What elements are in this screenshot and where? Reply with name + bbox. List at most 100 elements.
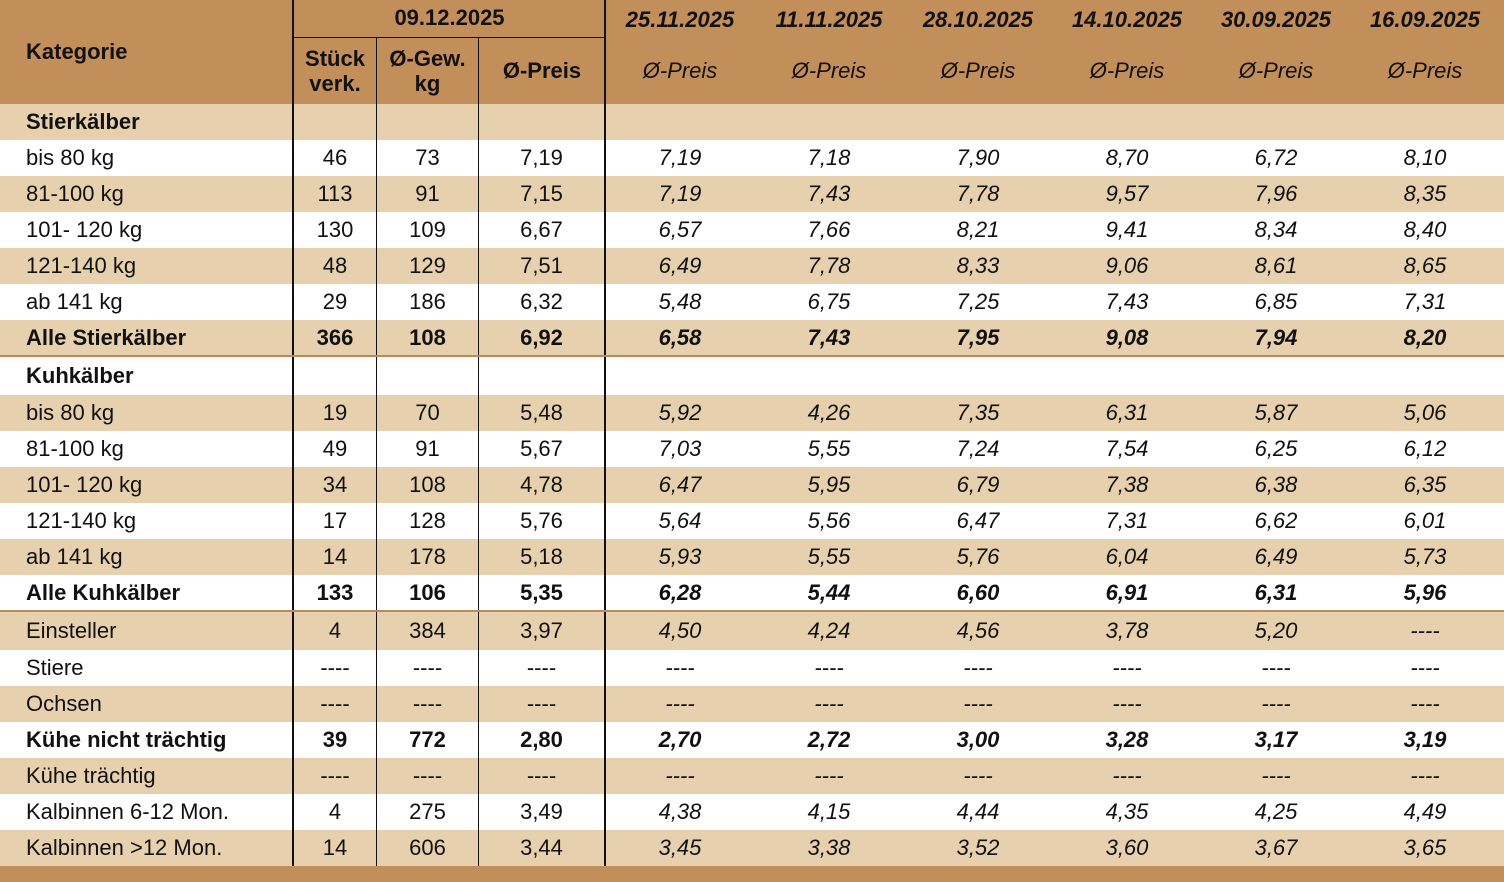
cell-history: 6,79 <box>956 472 1000 497</box>
cell-history: ---- <box>1261 763 1291 788</box>
cell-history: 5,48 <box>658 289 702 314</box>
cell-current: ---- <box>526 763 557 788</box>
cell-history: ---- <box>1261 691 1291 716</box>
cell-history: 4,25 <box>1254 799 1298 824</box>
header-gewicht: Ø-Gew. kg <box>377 38 478 104</box>
divider-after-kategorie <box>292 0 294 866</box>
cell-history: 7,43 <box>807 181 851 206</box>
cell-current: ---- <box>412 655 443 680</box>
cell-history: 7,18 <box>807 145 851 170</box>
cell-current: 186 <box>409 289 446 314</box>
cell-current: 34 <box>322 472 348 497</box>
cell-history <box>755 357 903 395</box>
cell-history: 4,24 <box>807 618 851 643</box>
cell-current: 366 <box>316 324 354 350</box>
table-footer <box>0 866 1504 882</box>
cell-history: ---- <box>963 763 993 788</box>
row-label: bis 80 kg <box>26 400 115 425</box>
row-label: Einsteller <box>26 618 117 643</box>
cell-history: 4,50 <box>658 618 702 643</box>
cell-history: 7,25 <box>956 289 1000 314</box>
cell-current: 2,80 <box>520 727 563 752</box>
row-label: bis 80 kg <box>26 145 115 170</box>
cell-history: 7,78 <box>956 181 1000 206</box>
divider-gewicht <box>478 38 479 866</box>
divider-under-date <box>294 37 604 38</box>
cell-current: 113 <box>317 181 353 206</box>
cell-current: 275 <box>409 799 446 824</box>
cell-current: 73 <box>415 145 440 170</box>
cell-history: 9,41 <box>1105 217 1149 242</box>
header-history-date: 25.11.2025 <box>625 7 735 33</box>
cell-history: ---- <box>1261 655 1291 680</box>
cell-history: 4,56 <box>956 618 1000 643</box>
cell-history: ---- <box>814 691 844 716</box>
cell-history: ---- <box>1112 691 1142 716</box>
row-label: Kühe nicht trächtig <box>26 727 227 752</box>
cell-current: 5,48 <box>520 400 563 425</box>
cell-current: ---- <box>320 691 350 716</box>
cell-history: 9,57 <box>1105 181 1149 206</box>
header-history-preis: Ø-Preis <box>1089 58 1165 84</box>
header-history-preis: Ø-Preis <box>940 58 1016 84</box>
cell-history: ---- <box>1112 655 1142 680</box>
cell-current: 4,78 <box>520 472 563 497</box>
cell-history: 6,12 <box>1403 436 1447 461</box>
cell-history: 3,52 <box>956 835 1000 860</box>
table-row: 121-140 kg 48 129 7,51 6,49 7,78 8,33 9,06 8,61 8… <box>0 248 1504 284</box>
cell-current: 91 <box>415 181 440 206</box>
table-row: Einsteller 4 384 3,97 4,50 4,24 4,56 3,78 5,20 --… <box>0 612 1504 650</box>
cell-history: 2,72 <box>807 727 851 752</box>
cell-history: 7,95 <box>956 324 1000 350</box>
row-label: 81-100 kg <box>26 436 124 461</box>
cell-history: 8,10 <box>1403 145 1447 170</box>
header-history-preis: Ø-Preis <box>1387 58 1463 84</box>
cell-current: 14 <box>322 544 348 569</box>
cell-history: 4,44 <box>956 799 1000 824</box>
cell-current <box>479 357 604 395</box>
header-preis: Ø-Preis <box>502 58 582 84</box>
cell-current: 6,32 <box>520 289 563 314</box>
cell-current: 109 <box>409 217 446 242</box>
cell-history: ---- <box>1112 763 1142 788</box>
cell-current: 5,76 <box>520 508 563 533</box>
cell-history: 5,93 <box>658 544 702 569</box>
header-history-date: 30.09.2025 <box>1220 7 1332 33</box>
cell-history <box>1202 104 1350 140</box>
divider-kuh-total <box>0 610 1504 612</box>
cell-current <box>479 104 604 140</box>
cell-history: 6,58 <box>658 324 702 350</box>
cell-current: 49 <box>322 436 348 461</box>
row-label: 121-140 kg <box>26 253 137 278</box>
header-stueck: Stück verk. <box>294 38 376 104</box>
cell-history: 4,49 <box>1403 799 1447 824</box>
header-stueck-line1: Stück <box>305 45 365 71</box>
cell-current: 4 <box>328 799 342 824</box>
cell-current: 29 <box>322 289 348 314</box>
row-label: Alle Stierkälber <box>26 324 187 350</box>
cell-current: 46 <box>322 145 348 170</box>
cell-history <box>1053 104 1201 140</box>
cell-current: 384 <box>409 618 446 643</box>
cell-current: ---- <box>320 763 350 788</box>
cell-history: 7,90 <box>956 145 1000 170</box>
row-label: Stierkälber <box>26 109 140 134</box>
section-row: Stierkälber <box>0 104 1504 140</box>
cell-history: 3,67 <box>1254 835 1298 860</box>
header-history-preis: Ø-Preis <box>1238 58 1314 84</box>
table-header: Kategorie 09.12.2025 Stück verk. Ø-Gew. … <box>0 0 1504 104</box>
cell-current: 7,15 <box>520 181 563 206</box>
cell-current: 6,67 <box>520 217 563 242</box>
header-kategorie: Kategorie <box>26 39 128 65</box>
table-row: Kalbinnen >12 Mon. 14 606 3,44 3,45 3,38 3,52 3… <box>0 830 1504 866</box>
cell-history: 3,45 <box>658 835 702 860</box>
header-stueck-line2: verk. <box>309 71 361 96</box>
cell-current: 3,44 <box>520 835 563 860</box>
cell-history <box>1351 357 1499 395</box>
cell-history: 5,55 <box>807 436 851 461</box>
cell-history: 5,76 <box>956 544 1000 569</box>
cell-history: ---- <box>1410 655 1440 680</box>
total-row: Kühe nicht trächtig 39 772 2,80 2,70 2,72 3,00… <box>0 722 1504 758</box>
cell-current: 3,97 <box>520 618 563 643</box>
header-history-date: 28.10.2025 <box>922 7 1034 33</box>
